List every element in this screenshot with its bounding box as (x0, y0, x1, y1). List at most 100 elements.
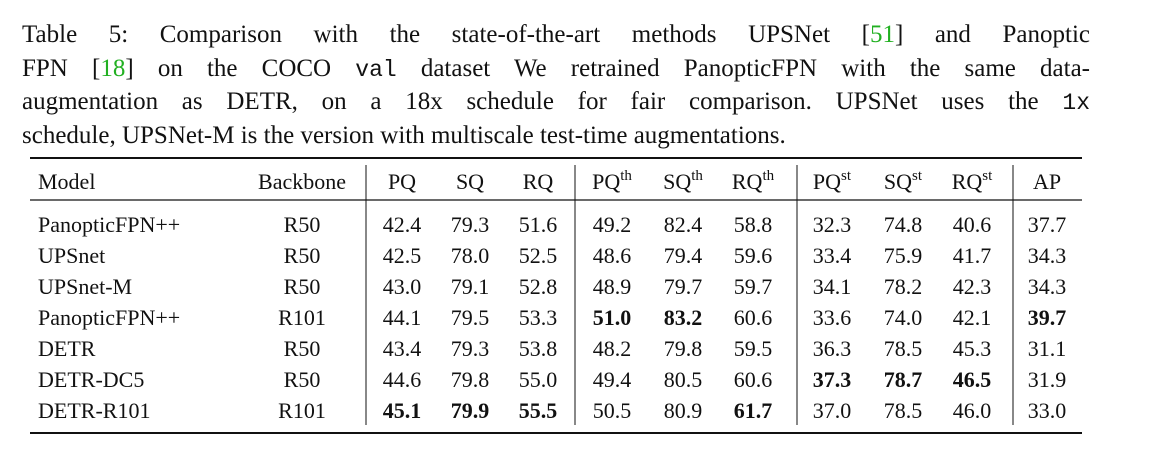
header-text: RQ (732, 169, 763, 194)
table-cell: 42.5 (383, 243, 422, 268)
citation[interactable]: 51 (869, 21, 895, 48)
table-cell: UPSnet (38, 243, 105, 268)
table-cell: 59.5 (734, 336, 773, 361)
header-cell: RQst (952, 168, 993, 194)
table-cell: 78.5 (884, 398, 923, 423)
table-cell: 79.5 (451, 305, 490, 330)
table-cell: 34.1 (813, 274, 852, 299)
table-cell: 45.3 (953, 336, 992, 361)
code-text: 1x (1062, 90, 1090, 116)
table-cell: 51.6 (519, 212, 558, 237)
header-cell: AP (1033, 169, 1061, 194)
table-cell: 48.6 (593, 243, 632, 268)
table-cell: R50 (284, 367, 321, 392)
table-cell: 79.7 (664, 274, 703, 299)
caption-text: Table 5: Comparison with the state-of-th… (22, 21, 870, 48)
header-text: PQ (813, 169, 841, 194)
table-cell: 79.9 (451, 398, 490, 423)
table-cell: 51.0 (593, 305, 632, 330)
table-cell: 42.1 (953, 305, 992, 330)
table-cell: 55.5 (519, 398, 558, 423)
table-cell: 79.3 (451, 212, 490, 237)
table-cell: 75.9 (884, 243, 923, 268)
table-cell: 60.6 (734, 367, 773, 392)
header-cell: PQth (592, 168, 632, 194)
table-cell: R50 (284, 243, 321, 268)
header-cell: Backbone (258, 169, 346, 194)
table-cell: 79.4 (664, 243, 703, 268)
table-cell: 79.8 (664, 336, 703, 361)
caption-text: ] on the COCO (125, 54, 356, 82)
header-sup: th (762, 168, 774, 184)
table-cell: 37.7 (1028, 212, 1067, 237)
table-cell: 59.7 (734, 274, 773, 299)
caption-text: ] and Panoptic (894, 21, 1090, 48)
header-cell: SQth (663, 168, 703, 194)
table-cell: DETR (38, 336, 96, 361)
caption-line: Table 5: Comparison with the state-of-th… (22, 18, 1090, 52)
table-cell: 34.3 (1028, 243, 1067, 268)
table-cell: 78.0 (451, 243, 490, 268)
table-cell: 78.5 (884, 336, 923, 361)
header-cell: Model (38, 169, 95, 194)
table-cell: 36.3 (813, 336, 852, 361)
table-cell: DETR-R101 (38, 398, 150, 423)
header-cell: PQ (388, 169, 416, 194)
header-sup: st (841, 168, 852, 184)
table-cell: 34.3 (1028, 274, 1067, 299)
table-cell: 49.2 (593, 212, 632, 237)
citation[interactable]: 18 (100, 54, 126, 82)
table-cell: 46.5 (953, 367, 992, 392)
header-cell: SQ (456, 169, 484, 194)
header-text: SQ (884, 169, 912, 194)
header-text: RQ (952, 169, 983, 194)
table-cell: 49.4 (593, 367, 632, 392)
table-cell: 37.0 (813, 398, 852, 423)
caption-line: FPN [18] on the COCO val dataset We retr… (22, 52, 1090, 86)
caption-line: schedule, UPSNet-M is the version with m… (22, 119, 1090, 153)
table-cell: 53.3 (519, 305, 558, 330)
table-cell: 43.4 (383, 336, 422, 361)
table-cell: 78.2 (884, 274, 923, 299)
table-cell: R50 (284, 336, 321, 361)
header-text: SQ (663, 169, 691, 194)
caption-text: augmentation as DETR, on a 18x schedule … (22, 88, 1063, 115)
table-cell: 44.1 (383, 305, 422, 330)
table-cell: R50 (284, 274, 321, 299)
table-cell: 79.3 (451, 336, 490, 361)
table-cell: 42.3 (953, 274, 992, 299)
table-cell: 43.0 (383, 274, 422, 299)
table-cell: 33.0 (1028, 398, 1067, 423)
table-cell: PanopticFPN++ (38, 212, 180, 237)
table-cell: 55.0 (519, 367, 558, 392)
table-cell: 46.0 (953, 398, 992, 423)
table-cell: 31.1 (1028, 336, 1067, 361)
table-cell: 53.8 (519, 336, 558, 361)
table-cell: 40.6 (953, 212, 992, 237)
table-cell: 45.1 (383, 398, 422, 423)
caption-text: FPN [ (22, 54, 101, 82)
caption-text: schedule, UPSNet-M is the version with m… (22, 121, 786, 149)
table-cell: 31.9 (1028, 367, 1067, 392)
header-cell: RQth (732, 168, 775, 194)
header-sup: st (912, 168, 923, 184)
table-cell: PanopticFPN++ (38, 305, 180, 330)
header-text: SQ (456, 169, 484, 194)
table-cell: 33.6 (813, 305, 852, 330)
table-cell: 79.8 (451, 367, 490, 392)
table-cell: 58.8 (734, 212, 773, 237)
header-text: RQ (523, 169, 554, 194)
header-sup: th (620, 168, 632, 184)
table-cell: 60.6 (734, 305, 773, 330)
code-text: val (355, 56, 397, 83)
caption-text: dataset We retrained PanopticFPN with th… (396, 54, 1091, 82)
table-cell: 37.3 (813, 367, 852, 392)
table-cell: 59.6 (734, 243, 773, 268)
table-cell: 74.8 (884, 212, 923, 237)
table-cell: DETR-DC5 (38, 367, 144, 392)
table-cell: 61.7 (734, 398, 773, 423)
header-text: Backbone (258, 169, 346, 194)
header-sup: th (691, 168, 703, 184)
table-cell: 48.9 (593, 274, 632, 299)
